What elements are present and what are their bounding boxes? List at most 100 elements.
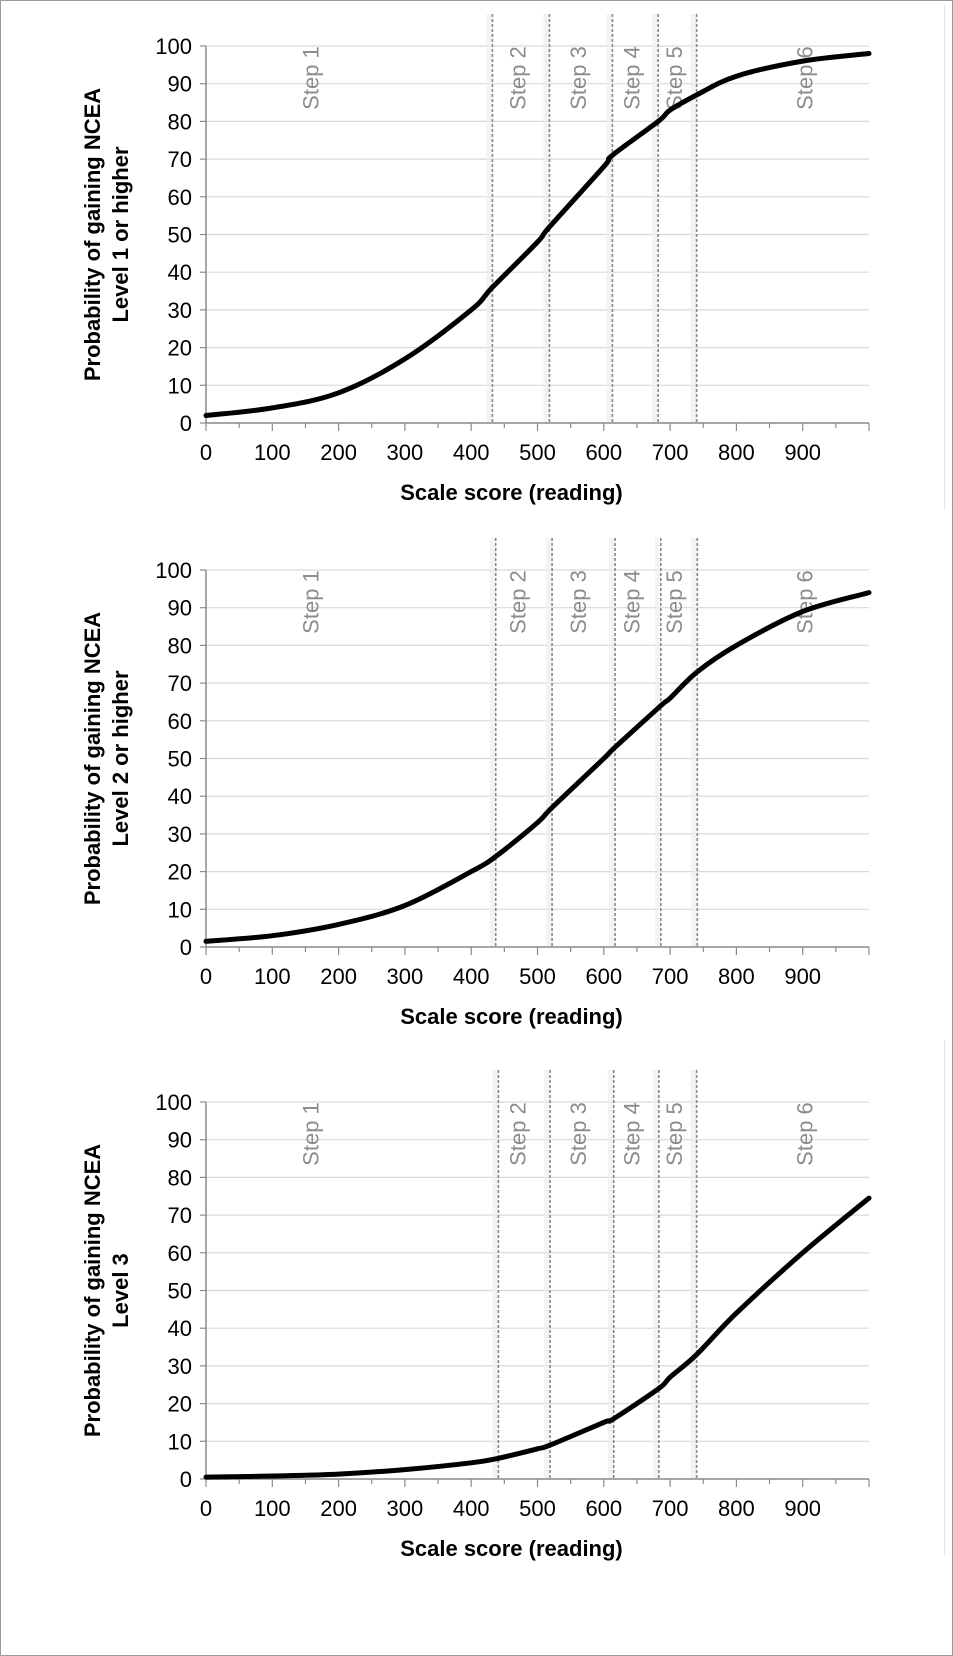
x-tick-label: 300 bbox=[387, 1496, 424, 1521]
gridlines bbox=[206, 1101, 869, 1442]
step-label: Step 5 bbox=[662, 1102, 687, 1166]
x-tick-label: 300 bbox=[387, 440, 424, 465]
y-tick-label: 80 bbox=[168, 109, 192, 134]
y-tick-label: 20 bbox=[168, 860, 192, 885]
y-tick-label: 0 bbox=[180, 411, 192, 436]
y-tick-label: 40 bbox=[168, 784, 192, 809]
step-boundary-shade bbox=[486, 14, 493, 423]
x-tick-label: 800 bbox=[718, 964, 755, 989]
x-tick-label: 600 bbox=[585, 1496, 622, 1521]
x-tick-label: 600 bbox=[585, 964, 622, 989]
y-tick-label: 90 bbox=[168, 1128, 192, 1153]
x-tick-label: 400 bbox=[453, 440, 490, 465]
y-tick-label: 10 bbox=[168, 897, 192, 922]
probability-curve bbox=[203, 1195, 872, 1480]
x-tick-label: 900 bbox=[784, 964, 821, 989]
y-tick-label: 60 bbox=[168, 185, 192, 210]
y-tick-label: 10 bbox=[168, 1429, 192, 1454]
x-tick-label: 100 bbox=[254, 440, 291, 465]
step-boundary-shade bbox=[652, 1070, 659, 1479]
x-tick-label: 600 bbox=[585, 440, 622, 465]
x-tick-label: 700 bbox=[652, 440, 689, 465]
x-tick-label: 300 bbox=[387, 964, 424, 989]
step-label: Step 3 bbox=[566, 570, 591, 634]
step-label: Step 4 bbox=[620, 46, 645, 110]
step-boundary-shade bbox=[654, 538, 661, 947]
x-tick-label: 900 bbox=[784, 1496, 821, 1521]
x-axis-title: Scale score (reading) bbox=[400, 1536, 623, 1561]
y-tick-label: 100 bbox=[155, 558, 192, 583]
step-label: Step 6 bbox=[793, 570, 818, 634]
step-boundary-shade bbox=[652, 14, 659, 423]
step-boundary-shade bbox=[489, 538, 496, 947]
x-tick-label: 100 bbox=[254, 964, 291, 989]
panel-edge bbox=[944, 1040, 945, 1555]
level-3-probability-chart: 0 10 20 30 40 50 60 70 80 90 100 0 100 200 300 400 500 60… bbox=[80, 1070, 872, 1561]
y-tick-label: 70 bbox=[168, 1203, 192, 1228]
step-label: Step 5 bbox=[662, 46, 687, 110]
step-boundaries bbox=[492, 1070, 698, 1479]
y-tick-label: 0 bbox=[180, 935, 192, 960]
y-tick-label: 90 bbox=[168, 72, 192, 97]
step-label: Step 4 bbox=[620, 570, 645, 634]
step-label: Step 2 bbox=[506, 46, 531, 110]
step-boundary-shade bbox=[492, 1070, 499, 1479]
step-boundary-shade bbox=[690, 1070, 697, 1479]
step-boundary-shade bbox=[546, 538, 553, 947]
x-tick-label: 700 bbox=[652, 1496, 689, 1521]
step-label: Step 2 bbox=[506, 1102, 531, 1166]
x-tick-label: 700 bbox=[652, 964, 689, 989]
x-tick-label: 800 bbox=[718, 440, 755, 465]
step-boundaries bbox=[489, 538, 699, 947]
step-label: Step 3 bbox=[566, 46, 591, 110]
step-label: Step 4 bbox=[620, 1102, 645, 1166]
y-tick-label: 20 bbox=[168, 1392, 192, 1417]
x-tick-label: 900 bbox=[784, 440, 821, 465]
step-label: Step 1 bbox=[299, 1102, 324, 1166]
y-tick-label: 60 bbox=[168, 709, 192, 734]
y-tick-label: 50 bbox=[168, 223, 192, 248]
step-boundary-shade bbox=[543, 14, 550, 423]
y-tick-label: 100 bbox=[155, 1090, 192, 1115]
x-tick-label: 200 bbox=[320, 440, 357, 465]
y-tick-label: 10 bbox=[168, 373, 192, 398]
y-tick-label: 50 bbox=[168, 1279, 192, 1304]
x-tick-label: 500 bbox=[519, 964, 556, 989]
x-tick-label: 400 bbox=[453, 1496, 490, 1521]
level-2-probability-chart: 0 10 20 30 40 50 60 70 80 90 100 0 100 200 300 400 500 60… bbox=[80, 538, 872, 1029]
step-label: Step 1 bbox=[299, 46, 324, 110]
y-tick-label: 30 bbox=[168, 298, 192, 323]
gridlines bbox=[206, 569, 869, 910]
x-axis-title: Scale score (reading) bbox=[400, 480, 623, 505]
y-tick-label: 50 bbox=[168, 747, 192, 772]
y-axis-title-line: Level 3 bbox=[108, 1253, 133, 1328]
y-axis-title-line: Probability of gaining NCEA bbox=[80, 1144, 105, 1437]
y-tick-label: 60 bbox=[168, 1241, 192, 1266]
y-tick-label: 30 bbox=[168, 822, 192, 847]
step-boundary-shade bbox=[607, 1070, 614, 1479]
x-tick-label: 200 bbox=[320, 1496, 357, 1521]
step-label: Step 2 bbox=[506, 570, 531, 634]
step-label: Step 6 bbox=[793, 46, 818, 110]
x-tick-label: 200 bbox=[320, 964, 357, 989]
step-boundary-shade bbox=[690, 14, 697, 423]
x-tick-label: 0 bbox=[200, 1496, 212, 1521]
gridlines bbox=[206, 45, 869, 386]
step-boundary-shade bbox=[606, 14, 613, 423]
y-tick-label: 40 bbox=[168, 1316, 192, 1341]
probability-curve bbox=[203, 51, 872, 418]
step-boundary-shade bbox=[609, 538, 616, 947]
y-axis-title-line: Probability of gaining NCEA bbox=[80, 612, 105, 905]
probability-curve bbox=[203, 590, 872, 944]
y-tick-label: 30 bbox=[168, 1354, 192, 1379]
step-label: Step 3 bbox=[566, 1102, 591, 1166]
step-label: Step 1 bbox=[299, 570, 324, 634]
y-tick-label: 80 bbox=[168, 633, 192, 658]
step-boundary-shade bbox=[544, 1070, 551, 1479]
y-axis-title-line: Level 1 or higher bbox=[108, 146, 133, 322]
y-tick-label: 20 bbox=[168, 336, 192, 361]
step-boundaries bbox=[486, 14, 698, 423]
step-label: Step 6 bbox=[793, 1102, 818, 1166]
x-axis-title: Scale score (reading) bbox=[400, 1004, 623, 1029]
y-axis-title-line: Level 2 or higher bbox=[108, 670, 133, 846]
